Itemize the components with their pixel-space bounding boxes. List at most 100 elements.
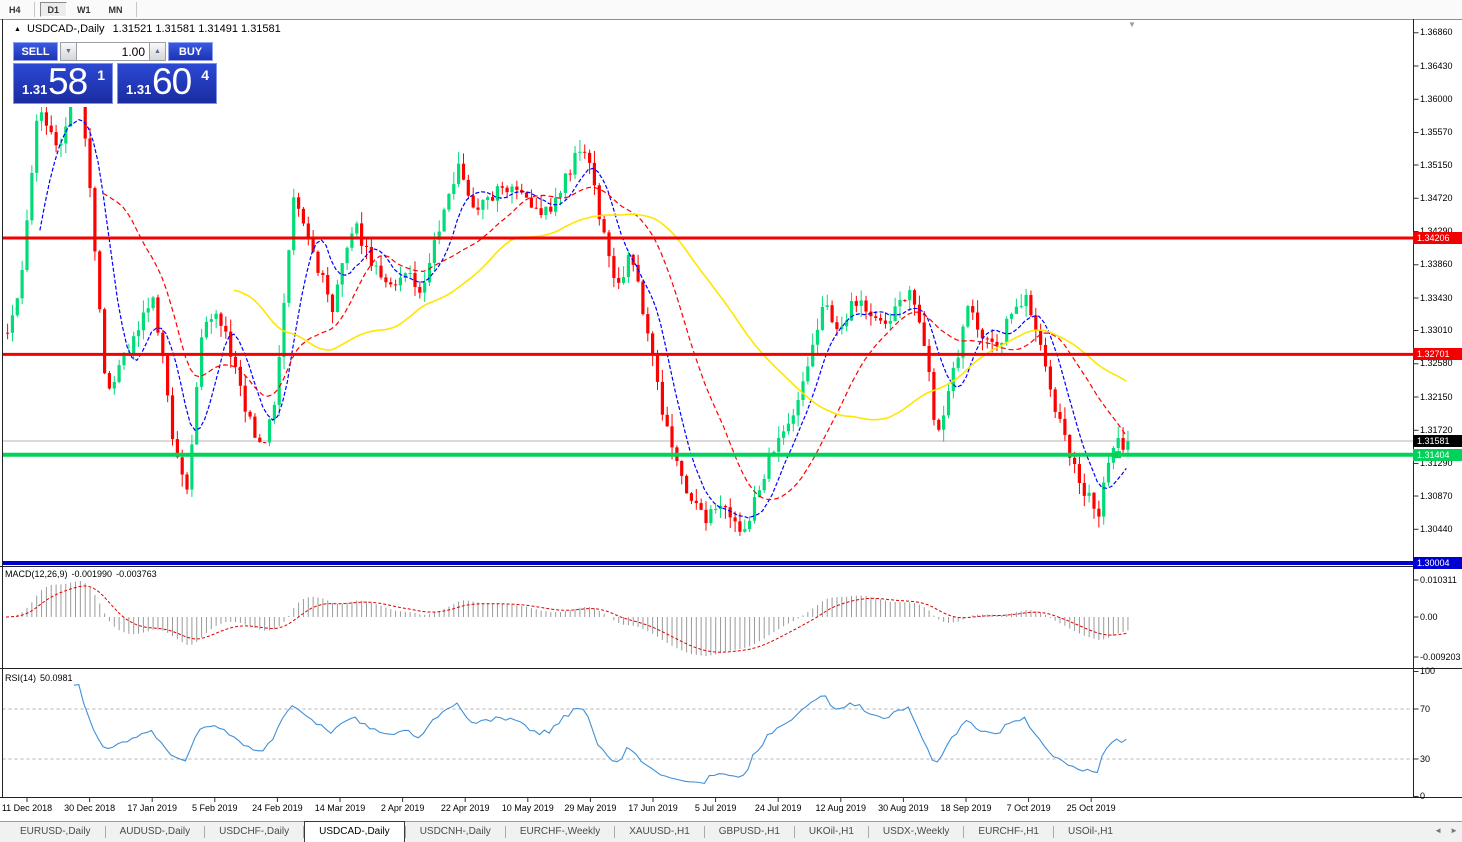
sell-price-big: 58 bbox=[48, 61, 88, 102]
tab-separator bbox=[1052, 826, 1054, 838]
rsi-axis-label: 70 bbox=[1420, 703, 1431, 714]
date-axis-label: 25 Oct 2019 bbox=[1066, 803, 1116, 813]
date-axis-label: 10 May 2019 bbox=[501, 803, 554, 813]
price-axis-label: 1.34290 bbox=[1420, 226, 1453, 236]
symbol-info-bar: ▲ USDCAD-,Daily 1.31521 1.31581 1.31491 1.… bbox=[14, 23, 314, 35]
toolbar-separator bbox=[135, 2, 137, 17]
date-axis-label: 29 May 2019 bbox=[564, 803, 617, 813]
tab-scroll-left-icon[interactable]: ◄ bbox=[1434, 826, 1443, 835]
sell-price-panel[interactable]: 1.31 58 1 bbox=[13, 61, 113, 104]
price-axis-label: 1.35570 bbox=[1420, 127, 1453, 137]
date-axis-label: 30 Aug 2019 bbox=[878, 803, 929, 813]
buy-price-big: 60 bbox=[152, 61, 192, 102]
tab-gbpusd-h1[interactable]: GBPUSD-,H1 bbox=[718, 826, 780, 837]
date-axis-label: 17 Jan 2019 bbox=[127, 803, 177, 813]
timeframe-button-mn[interactable]: MN bbox=[108, 5, 123, 15]
tab-usdcad-daily[interactable]: USDCAD-,Daily bbox=[304, 821, 405, 842]
tab-separator bbox=[404, 826, 406, 838]
date-axis-label: 2 Apr 2019 bbox=[380, 803, 425, 813]
price-axis-label: 1.32150 bbox=[1420, 391, 1453, 402]
price-tag-1.31581: 1.31581 bbox=[1413, 435, 1462, 447]
date-axis-label: 22 Apr 2019 bbox=[440, 803, 490, 813]
price-axis-label: 1.36860 bbox=[1420, 27, 1453, 38]
volume-decrease-icon[interactable]: ▼ bbox=[60, 42, 77, 61]
tab-separator bbox=[703, 826, 705, 838]
price-axis-label: 1.36000 bbox=[1420, 93, 1453, 104]
date-axis-label: 24 Jul 2019 bbox=[754, 803, 802, 813]
macd-axis-label: 0.00 bbox=[1420, 611, 1438, 622]
price-axis-label: 1.34720 bbox=[1420, 192, 1453, 203]
tab-scroll-right-icon[interactable]: ► bbox=[1450, 826, 1458, 835]
rsi-axis-label: 30 bbox=[1420, 753, 1431, 764]
price-axis-label: 1.30870 bbox=[1420, 490, 1453, 501]
buy-price-pipette: 4 bbox=[201, 67, 209, 83]
price-axis-label: 1.33860 bbox=[1420, 259, 1453, 270]
price-axis-label: 1.31720 bbox=[1420, 424, 1453, 435]
date-axis-label: 7 Oct 2019 bbox=[1006, 803, 1051, 813]
date-axis-label: 5 Feb 2019 bbox=[192, 803, 238, 813]
buy-price-panel[interactable]: 1.31 60 4 bbox=[117, 61, 217, 104]
timeframe-button-w1[interactable]: W1 bbox=[77, 5, 91, 15]
sell-price-prefix: 1.31 bbox=[22, 82, 48, 97]
price-axis-label: 1.33010 bbox=[1420, 325, 1453, 335]
timeframe-toolbar: H4 D1 W1 MN bbox=[0, 0, 1462, 19]
date-axis-label: 12 Aug 2019 bbox=[815, 803, 867, 813]
timeframe-button-d1[interactable]: D1 bbox=[39, 2, 68, 17]
macd-main-value: -0.001990 bbox=[71, 569, 113, 579]
tab-ukoil-h1[interactable]: UKOil-,H1 bbox=[808, 826, 854, 837]
tab-usdchf-daily[interactable]: USDCHF-,Daily bbox=[219, 826, 290, 837]
price-tag-1.32701: 1.32701 bbox=[1413, 348, 1462, 361]
macd-indicator-label: MACD(12,26,9) -0.001990 -0.003763 bbox=[5, 569, 157, 579]
sell-price-pipette: 1 bbox=[97, 67, 105, 83]
macd-signal-value: -0.003763 bbox=[116, 569, 157, 579]
tab-audusd-daily[interactable]: AUDUSD-,Daily bbox=[119, 826, 191, 837]
tab-usdcnh-daily[interactable]: USDCNH-,Daily bbox=[419, 826, 491, 837]
sell-button[interactable]: SELL bbox=[13, 42, 58, 61]
price-axis-label: 1.30440 bbox=[1420, 523, 1453, 534]
buy-button[interactable]: BUY bbox=[168, 42, 213, 61]
volume-input[interactable]: 1.00 bbox=[77, 42, 149, 61]
price-axis-label: 1.31290 bbox=[1420, 458, 1453, 468]
tab-xauusd-h1[interactable]: XAUUSD-,H1 bbox=[629, 826, 690, 837]
date-axis-label: 14 Mar 2019 bbox=[314, 803, 366, 813]
tab-separator bbox=[614, 826, 616, 838]
timeframe-button-h4[interactable]: H4 bbox=[9, 5, 21, 15]
date-axis-label: 30 Dec 2018 bbox=[64, 803, 116, 813]
tab-usdx-weekly[interactable]: USDX-,Weekly bbox=[882, 826, 950, 837]
tab-separator bbox=[104, 826, 106, 838]
price-axis-label: 1.36430 bbox=[1420, 60, 1453, 71]
date-axis-label: 17 Jun 2019 bbox=[628, 803, 678, 813]
price-tag-1.31404: 1.31404 bbox=[1413, 448, 1462, 461]
tab-separator bbox=[303, 826, 305, 838]
tab-separator bbox=[867, 826, 869, 838]
macd-axis-label: 0.010311 bbox=[1420, 574, 1457, 585]
one-click-trading-widget: ▲ USDCAD-,Daily 1.31521 1.31581 1.31491 1.… bbox=[10, 20, 281, 107]
chart-tab-bar: EURUSD-,Daily AUDUSD-,Daily USDCHF-,Daily U… bbox=[0, 821, 1462, 842]
tab-eurusd-daily[interactable]: EURUSD-,Daily bbox=[20, 826, 91, 837]
price-axis-label: 1.35150 bbox=[1420, 159, 1453, 170]
price-tag-1.30004: 1.30004 bbox=[1413, 557, 1462, 569]
tab-eurchf-h1[interactable]: EURCHF-,H1 bbox=[978, 826, 1039, 837]
collapse-triangle-icon[interactable]: ▲ bbox=[14, 26, 21, 33]
buy-price-prefix: 1.31 bbox=[126, 82, 152, 97]
rsi-axis-label: 100 bbox=[1420, 666, 1436, 676]
date-axis-label: 11 Dec 2018 bbox=[1, 803, 53, 813]
date-axis-label: 24 Feb 2019 bbox=[252, 803, 303, 813]
volume-increase-icon[interactable]: ▲ bbox=[149, 42, 166, 61]
symbol-name: USDCAD-,Daily bbox=[26, 23, 105, 35]
symbol-ohlc-values: 1.31521 1.31581 1.31491 1.31581 bbox=[112, 23, 281, 35]
tab-separator bbox=[793, 826, 795, 838]
price-axis-label: 1.32580 bbox=[1420, 358, 1453, 369]
tab-eurchf-weekly[interactable]: EURCHF-,Weekly bbox=[519, 826, 601, 837]
toolbar-separator bbox=[33, 2, 35, 17]
tab-separator bbox=[963, 826, 965, 838]
rsi-axis-label: 0 bbox=[1420, 791, 1426, 801]
chart-shift-icon[interactable]: ▼ bbox=[1128, 20, 1136, 29]
date-axis-label: 18 Sep 2019 bbox=[940, 803, 992, 813]
tab-separator bbox=[504, 826, 506, 838]
price-tag-1.34206: 1.34206 bbox=[1413, 232, 1462, 244]
rsi-indicator-label: RSI(14) 50.0981 bbox=[5, 673, 73, 683]
tab-usoil-h1[interactable]: USOil-,H1 bbox=[1067, 826, 1113, 837]
